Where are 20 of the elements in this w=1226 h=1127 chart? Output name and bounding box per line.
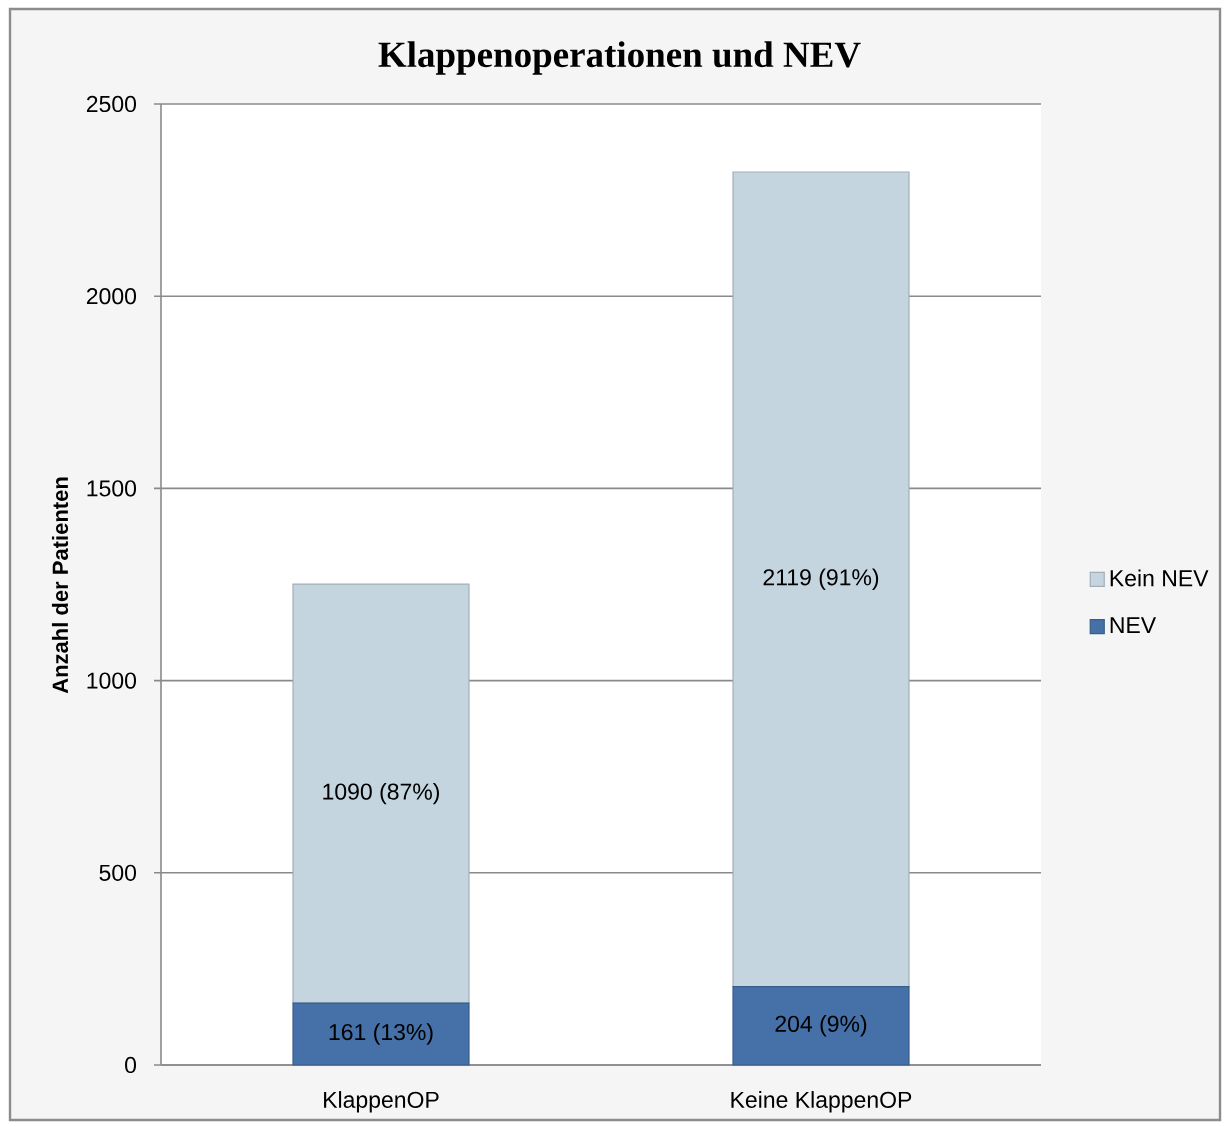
bar <box>292 583 470 1004</box>
y-tick-label: 0 <box>125 1056 137 1074</box>
legend-label: NEV <box>1110 617 1157 633</box>
bar <box>292 1002 470 1066</box>
chart-title: Klappenoperationen und NEV <box>378 41 861 75</box>
y-tick-label: 1000 <box>87 672 137 689</box>
data-label: 161 (13%) <box>329 1023 433 1045</box>
y-tick-label: 1500 <box>87 480 137 497</box>
legend-label: Kein NEV <box>1110 569 1209 587</box>
y-tick-label: 2000 <box>86 288 137 305</box>
x-tick-label: Keine KlappenOP <box>731 1091 912 1113</box>
bar <box>732 171 910 988</box>
bar <box>732 985 910 1066</box>
data-label: 2119 (91%) <box>763 568 879 591</box>
data-label: 204 (9%) <box>775 1015 867 1037</box>
y-axis-title: Anzahl der Patienten <box>51 477 69 694</box>
data-label: 1090 (87%) <box>323 782 439 805</box>
y-tick-label: 2500 <box>86 95 137 113</box>
x-tick-label: KlappenOP <box>324 1091 439 1113</box>
y-tick-label: 500 <box>99 864 137 881</box>
